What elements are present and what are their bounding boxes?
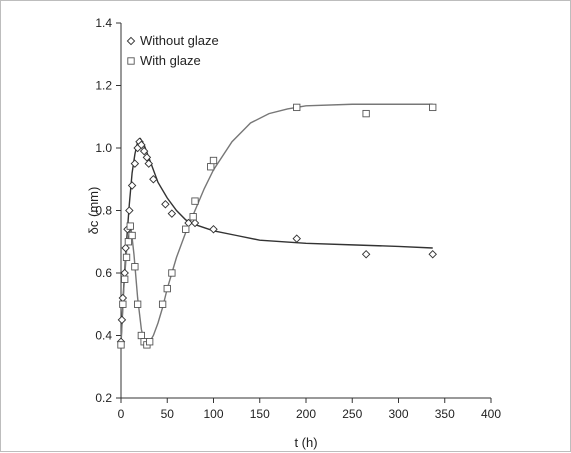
data-point-with-glaze bbox=[182, 225, 190, 233]
data-point-without-glaze bbox=[428, 250, 437, 259]
data-point-with-glaze bbox=[126, 222, 134, 230]
data-point-with-glaze bbox=[209, 156, 218, 165]
data-point-with-glaze bbox=[362, 109, 370, 118]
y-axis-title: δc (mm) bbox=[86, 187, 101, 235]
x-tick-label: 150 bbox=[250, 407, 270, 421]
fit-curve-without-glaze bbox=[120, 137, 433, 342]
data-point-with-glaze bbox=[168, 269, 176, 277]
data-point-without-glaze bbox=[292, 234, 301, 243]
data-point-without-glaze bbox=[167, 209, 177, 218]
data-point-without-glaze bbox=[209, 225, 218, 234]
fit-curve-with-glaze bbox=[120, 103, 433, 346]
data-point-without-glaze bbox=[137, 140, 146, 150]
x-tick-label: 0 bbox=[118, 407, 125, 421]
data-point-without-glaze bbox=[149, 175, 158, 184]
data-point-without-glaze bbox=[121, 243, 130, 253]
x-tick-label: 350 bbox=[435, 407, 455, 421]
legend-marker-with-glaze bbox=[127, 57, 135, 65]
y-tick-label: 1.2 bbox=[95, 79, 112, 93]
y-tick-label: 0.8 bbox=[95, 204, 112, 218]
data-point-without-glaze bbox=[117, 315, 127, 325]
x-tick-label: 400 bbox=[481, 407, 501, 421]
data-point-without-glaze bbox=[144, 159, 153, 168]
data-point-with-glaze bbox=[207, 163, 215, 171]
data-point-without-glaze bbox=[161, 200, 170, 209]
data-point-with-glaze bbox=[137, 331, 145, 340]
legend-label-without-glaze: Without glaze bbox=[140, 33, 219, 48]
data-point-with-glaze bbox=[122, 253, 131, 262]
y-tick-label: 1.0 bbox=[95, 141, 112, 155]
data-point-with-glaze bbox=[158, 300, 167, 308]
data-point-without-glaze bbox=[130, 159, 140, 168]
legend-label-with-glaze: With glaze bbox=[140, 53, 201, 68]
data-point-without-glaze bbox=[190, 218, 200, 228]
y-tick-label: 0.6 bbox=[95, 266, 112, 280]
x-tick-label: 250 bbox=[342, 407, 362, 421]
data-point-with-glaze bbox=[429, 103, 437, 112]
data-point-with-glaze bbox=[191, 197, 199, 205]
data-point-without-glaze bbox=[127, 181, 137, 190]
legend-marker-without-glaze bbox=[126, 36, 136, 46]
y-tick-label: 1.4 bbox=[95, 16, 112, 30]
y-tick-label: 0.4 bbox=[95, 329, 112, 343]
y-tick-label: 0.2 bbox=[95, 391, 112, 405]
data-point-with-glaze bbox=[124, 238, 133, 246]
x-tick-label: 100 bbox=[203, 407, 223, 421]
data-point-with-glaze bbox=[133, 300, 142, 308]
x-tick-label: 200 bbox=[296, 407, 316, 421]
x-axis-title: t (h) bbox=[294, 435, 317, 450]
data-point-with-glaze bbox=[121, 275, 129, 283]
x-tick-label: 300 bbox=[388, 407, 408, 421]
data-point-without-glaze bbox=[142, 153, 152, 162]
data-point-with-glaze bbox=[293, 103, 301, 112]
data-point-with-glaze bbox=[117, 341, 125, 349]
data-point-with-glaze bbox=[146, 338, 154, 346]
data-point-without-glaze bbox=[125, 206, 134, 215]
data-point-with-glaze bbox=[119, 300, 127, 308]
data-point-without-glaze bbox=[120, 268, 129, 278]
data-point-without-glaze bbox=[139, 146, 149, 156]
data-point-with-glaze bbox=[163, 284, 171, 293]
data-point-with-glaze bbox=[128, 231, 136, 240]
data-point-without-glaze bbox=[118, 293, 128, 303]
data-point-without-glaze bbox=[361, 250, 371, 259]
data-point-with-glaze bbox=[189, 213, 197, 221]
x-tick-label: 50 bbox=[161, 407, 175, 421]
data-point-with-glaze bbox=[131, 263, 139, 271]
